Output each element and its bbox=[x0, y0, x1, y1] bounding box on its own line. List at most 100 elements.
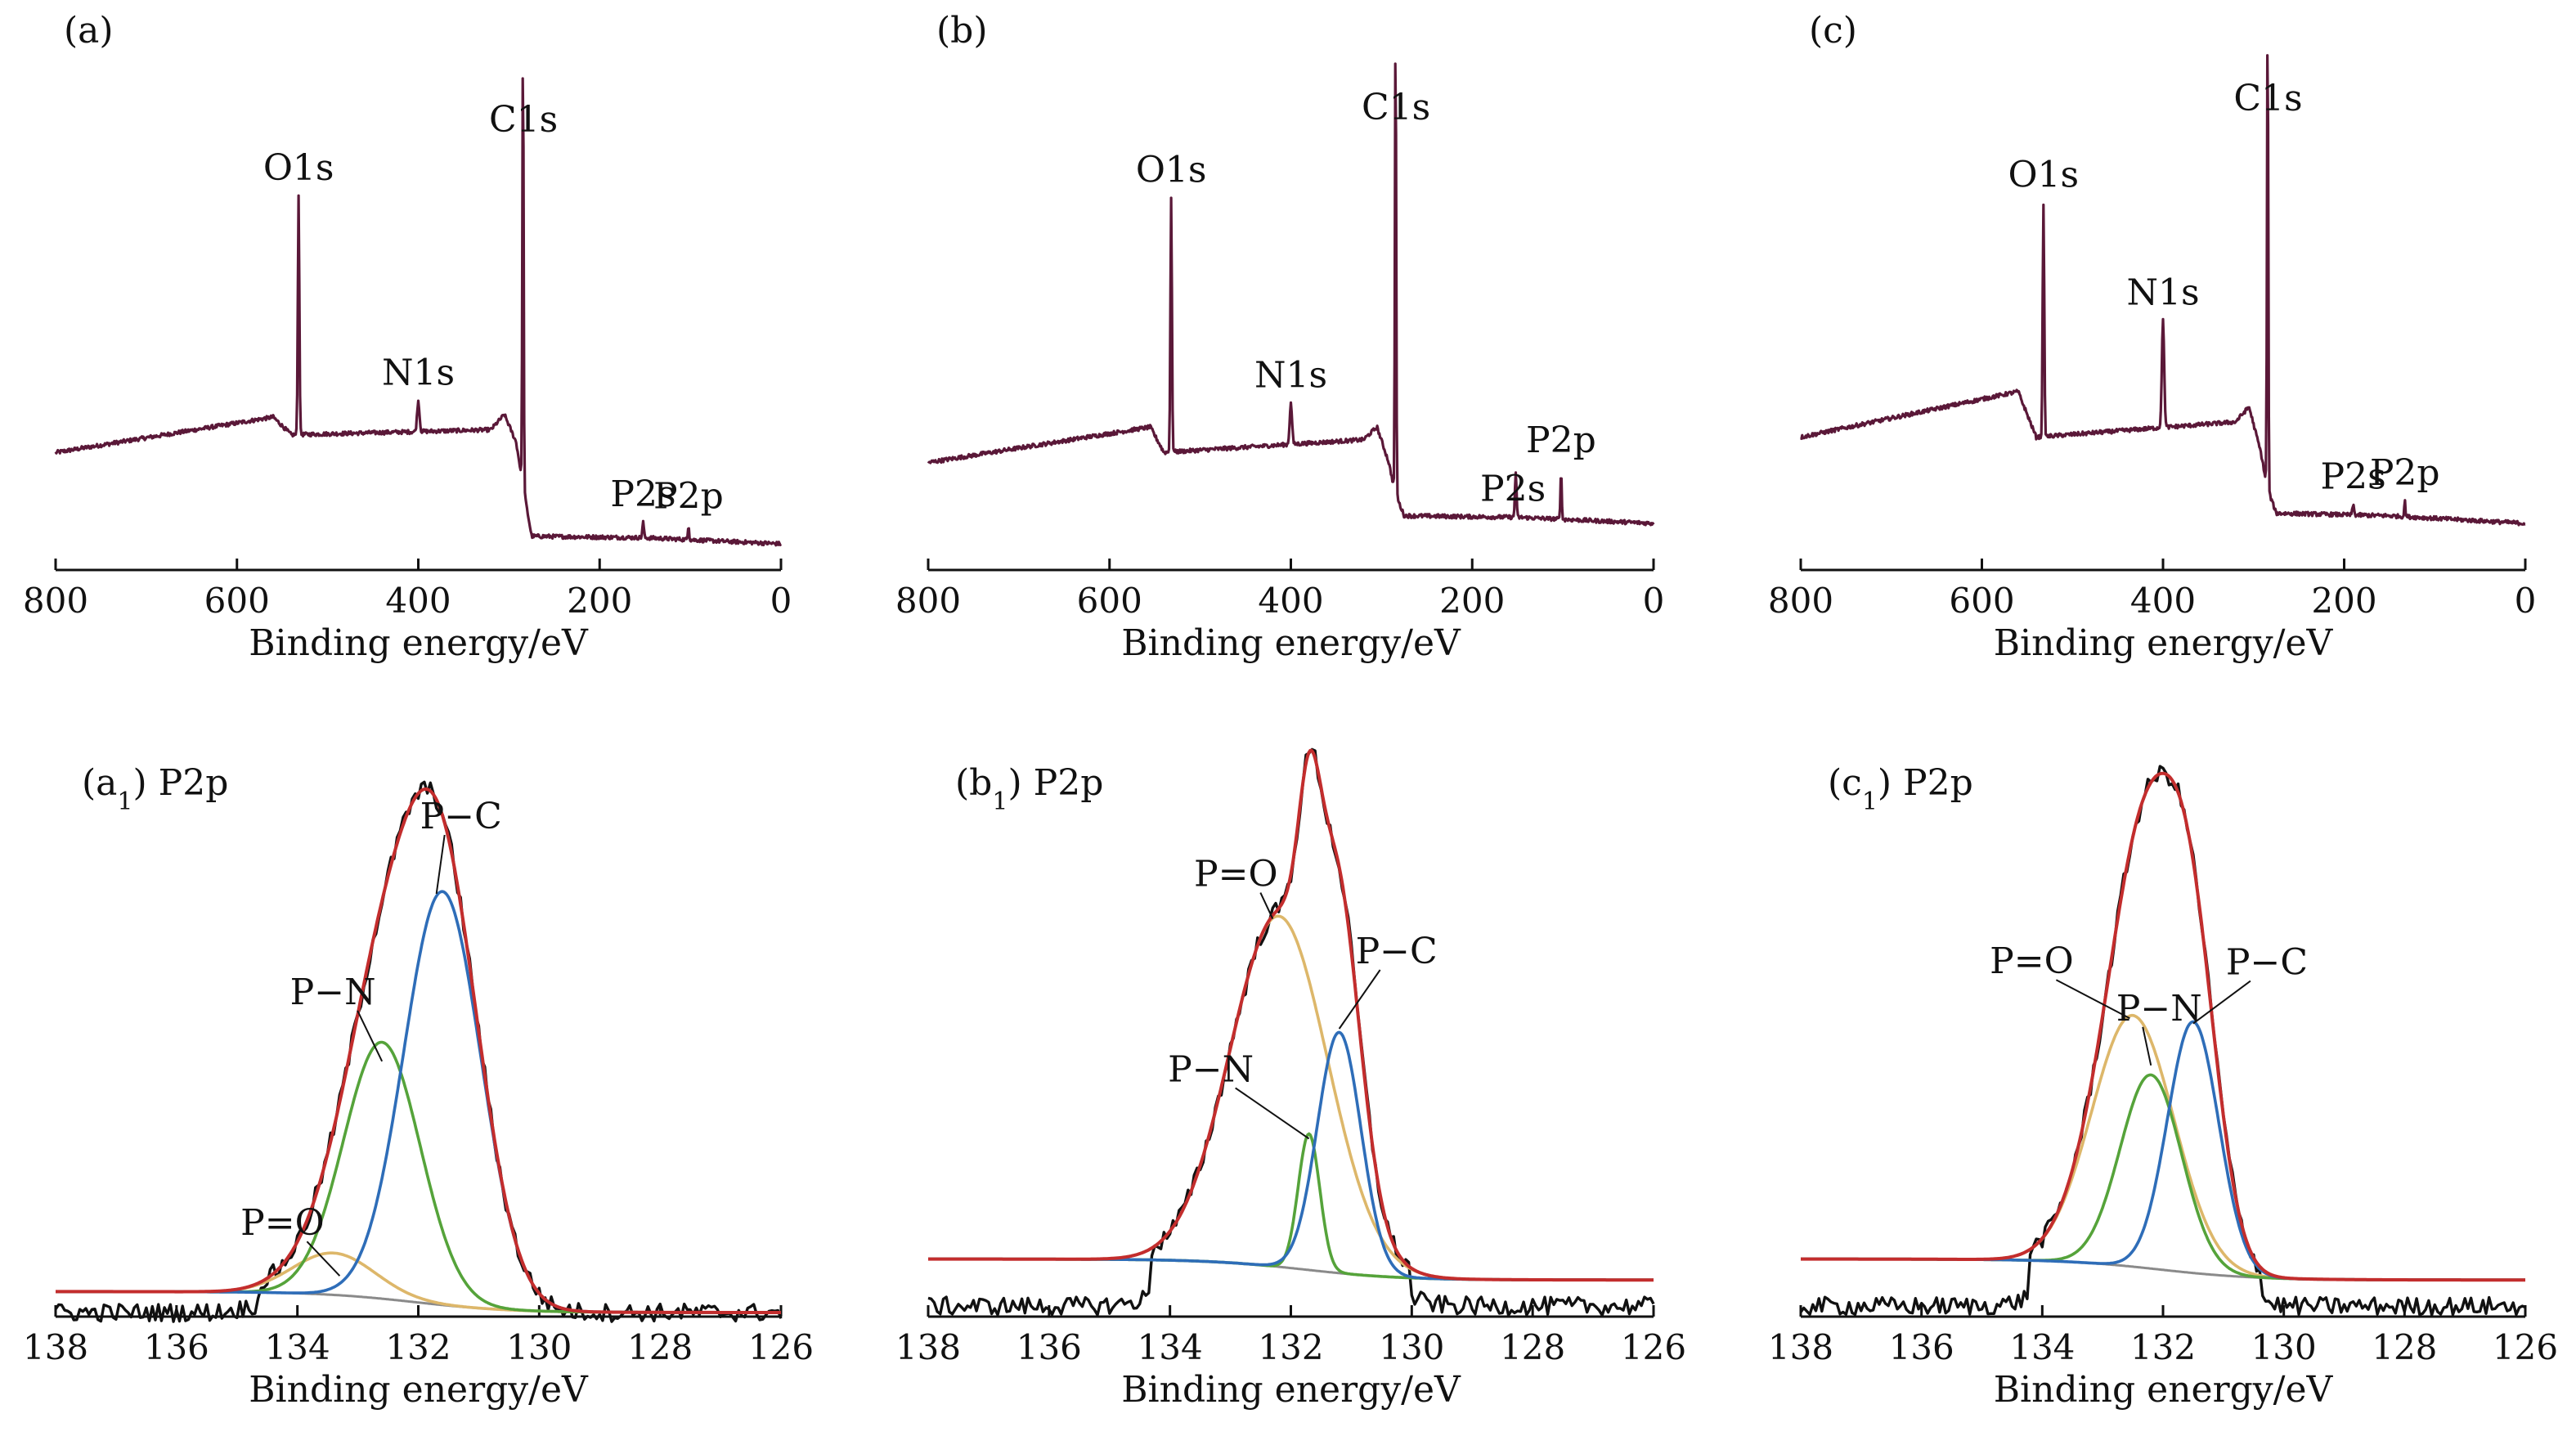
x-tick-label: 800 bbox=[23, 581, 88, 621]
fit-envelope-line bbox=[1801, 771, 2525, 1282]
peak-label: P−C bbox=[1356, 931, 1438, 972]
peak-label: N1s bbox=[2126, 272, 2199, 314]
x-tick-label: 130 bbox=[1379, 1327, 1444, 1367]
x-tick-label: 126 bbox=[748, 1327, 814, 1367]
x-tick-label: 400 bbox=[1258, 581, 1323, 621]
x-axis-label: Binding energy/eV bbox=[1121, 622, 1461, 664]
x-tick-label: 600 bbox=[1949, 581, 2014, 621]
x-axis-label: Binding energy/eV bbox=[249, 1369, 589, 1411]
annotation-leader-line bbox=[1338, 969, 1381, 1030]
annotation-leader-line bbox=[306, 1241, 341, 1277]
x-tick-label: 0 bbox=[1643, 581, 1665, 621]
panel-label: (c) bbox=[1809, 10, 1857, 52]
peak-label: P−C bbox=[420, 796, 502, 837]
component-line-pc bbox=[1801, 1020, 2525, 1281]
component-line-pc bbox=[928, 1030, 1654, 1281]
survey-spectrum-line bbox=[54, 77, 783, 547]
component-line-po bbox=[928, 914, 1654, 1281]
x-axis-label: Binding energy/eV bbox=[1994, 1369, 2334, 1411]
peak-label: P=O bbox=[1194, 854, 1278, 895]
panel-label: (a) bbox=[64, 10, 114, 52]
annotation-leader-line bbox=[1259, 892, 1274, 920]
chart-panel-b1: (b1) P2p 138 136 134 132 130 128 126 Binding ene… bbox=[895, 747, 1686, 1411]
annotation-leader-line bbox=[357, 1010, 384, 1062]
peak-label: P=O bbox=[240, 1202, 325, 1244]
survey-spectrum-line bbox=[927, 62, 1655, 527]
annotation-leader-line bbox=[2192, 980, 2251, 1025]
peak-label: N1s bbox=[1254, 355, 1327, 397]
chart-panel-c: (c) 800 600 400 200 0 Binding energy/eV O1s N1s C… bbox=[1768, 10, 2536, 664]
raw-data-line bbox=[54, 780, 783, 1323]
x-tick-label: 136 bbox=[1889, 1327, 1954, 1367]
panel-label: (a1) P2p bbox=[82, 762, 228, 816]
x-tick-label: 132 bbox=[2130, 1327, 2196, 1367]
peak-label: P−N bbox=[1168, 1048, 1254, 1090]
peak-label: O1s bbox=[2008, 155, 2079, 196]
peak-label: P−N bbox=[290, 972, 376, 1013]
peak-label: C1s bbox=[1362, 87, 1430, 128]
survey-spectrum-line bbox=[1800, 54, 2526, 527]
x-tick-label: 134 bbox=[2009, 1327, 2075, 1367]
x-axis-label: Binding energy/eV bbox=[1994, 622, 2334, 664]
peak-label: P2s bbox=[2320, 455, 2385, 497]
peak-label: P2s bbox=[1480, 468, 1546, 509]
peak-label: P2p bbox=[1526, 420, 1596, 461]
x-tick-label: 126 bbox=[2493, 1327, 2558, 1367]
component-line-pc bbox=[56, 890, 781, 1314]
x-tick-label: 134 bbox=[265, 1327, 330, 1367]
peak-label: P=O bbox=[1990, 940, 2074, 982]
x-tick-label: 136 bbox=[1016, 1327, 1082, 1367]
x-tick-label: 132 bbox=[385, 1327, 451, 1367]
x-tick-label: 600 bbox=[204, 581, 270, 621]
chart-panel-b: (b) 800 600 400 200 0 Binding energy/eV O1s N1s C… bbox=[895, 10, 1664, 664]
annotation-leader-line bbox=[1235, 1087, 1310, 1140]
component-line-pn bbox=[56, 1040, 781, 1314]
x-tick-label: 136 bbox=[144, 1327, 209, 1367]
x-tick-label: 200 bbox=[2311, 581, 2376, 621]
x-tick-label: 800 bbox=[1768, 581, 1833, 621]
component-line-pn bbox=[1801, 1073, 2525, 1281]
x-tick-label: 200 bbox=[567, 581, 632, 621]
x-tick-label: 0 bbox=[2515, 581, 2537, 621]
panel-label: (c1) P2p bbox=[1828, 762, 1973, 816]
x-tick-label: 138 bbox=[23, 1327, 88, 1367]
x-tick-label: 138 bbox=[895, 1327, 961, 1367]
panel-label: (b) bbox=[936, 10, 988, 52]
peak-label: P2s bbox=[610, 473, 675, 515]
panel-label: (b1) P2p bbox=[955, 762, 1103, 816]
fit-envelope-line bbox=[56, 787, 781, 1314]
x-tick-label: 200 bbox=[1439, 581, 1505, 621]
x-tick-label: 138 bbox=[1768, 1327, 1833, 1367]
x-tick-label: 0 bbox=[770, 581, 792, 621]
peak-label: O1s bbox=[263, 147, 334, 189]
peak-label: C1s bbox=[2233, 78, 2302, 119]
peak-label: P−C bbox=[2226, 942, 2308, 984]
annotation-leader-line bbox=[2055, 979, 2130, 1020]
chart-panel-c1: (c1) P2p 138 136 134 132 130 128 126 Binding ene… bbox=[1768, 762, 2558, 1411]
peak-label: P2p bbox=[653, 475, 724, 517]
x-tick-label: 600 bbox=[1077, 581, 1142, 621]
peak-label: O1s bbox=[1136, 150, 1207, 191]
chart-panel-a1: (a1) P2p 138 136 134 132 130 128 126 Binding ene… bbox=[23, 762, 814, 1411]
x-axis-label: Binding energy/eV bbox=[249, 622, 589, 664]
x-tick-label: 800 bbox=[895, 581, 961, 621]
x-axis-label: Binding energy/eV bbox=[1121, 1369, 1461, 1411]
annotation-leader-line bbox=[435, 834, 446, 895]
background-line bbox=[928, 1258, 1654, 1281]
peak-label: N1s bbox=[382, 352, 455, 394]
x-tick-label: 130 bbox=[506, 1327, 572, 1367]
peak-label: P2p bbox=[2370, 452, 2440, 494]
x-tick-label: 400 bbox=[385, 581, 451, 621]
x-tick-label: 126 bbox=[1621, 1327, 1686, 1367]
chart-panel-a: (a) 800 600 400 200 0 Binding energy/eV O1s N1s C… bbox=[23, 10, 792, 664]
fit-envelope-line bbox=[928, 748, 1654, 1282]
x-tick-label: 134 bbox=[1138, 1327, 1203, 1367]
raw-data-line bbox=[1799, 765, 2526, 1317]
background-line bbox=[1801, 1258, 2525, 1281]
x-tick-label: 132 bbox=[1258, 1327, 1323, 1367]
peak-label: P−N bbox=[2116, 988, 2202, 1030]
peak-label: C1s bbox=[489, 99, 558, 141]
annotation-leader-line bbox=[2142, 1026, 2152, 1066]
x-tick-label: 128 bbox=[1500, 1327, 1565, 1367]
